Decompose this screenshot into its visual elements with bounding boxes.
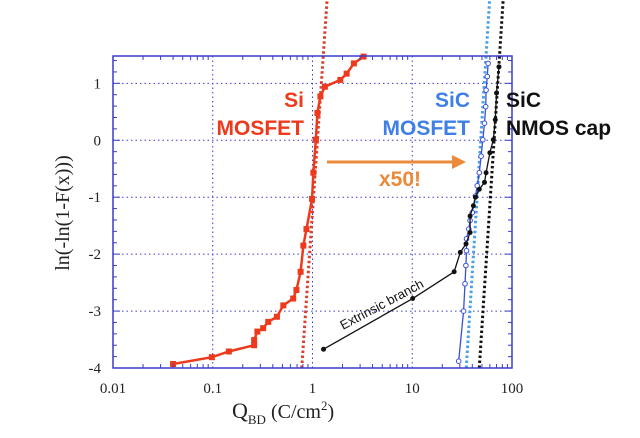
y-tick-label: 1 <box>94 76 102 92</box>
data-point <box>457 249 463 255</box>
data-point <box>337 76 344 83</box>
data-point <box>476 169 483 176</box>
x-tick-label: 0.01 <box>100 381 126 397</box>
data-point <box>467 213 473 219</box>
data-point <box>476 186 482 192</box>
data-point <box>260 325 267 332</box>
series-line <box>172 55 365 366</box>
data-point <box>485 60 491 67</box>
data-point <box>317 93 324 100</box>
data-point <box>251 337 258 344</box>
sic-label-line1: SiC <box>435 89 470 112</box>
nmos-label-line1: SiC <box>506 89 541 112</box>
fit-lines <box>300 0 505 368</box>
plot-frame <box>112 55 513 369</box>
y-tick-label: -1 <box>89 190 102 206</box>
x-tick-label: 10 <box>405 381 420 397</box>
y-axis-label: ln(-ln(1-F(x))) <box>52 155 74 271</box>
data-point <box>410 296 416 302</box>
fit-line <box>464 0 492 368</box>
data-point <box>496 64 502 70</box>
data-point <box>483 170 489 176</box>
x50-label: x50! <box>379 168 421 191</box>
x50-arrow <box>327 155 466 169</box>
data-point <box>481 179 487 185</box>
axis-ticks <box>113 56 512 369</box>
data-point <box>254 328 261 335</box>
si-label-line1: Si <box>284 89 304 112</box>
data-point <box>300 242 307 249</box>
data-point <box>290 295 297 302</box>
data-point <box>478 153 484 160</box>
data-point <box>310 169 317 176</box>
data-point <box>303 226 310 233</box>
data-point <box>490 137 496 143</box>
fit-line <box>300 0 329 368</box>
si-label-line2: MOSFET <box>217 117 305 140</box>
data-point <box>225 348 232 355</box>
data-point <box>463 262 469 269</box>
y-tick-label: -3 <box>89 304 102 320</box>
nmos-label-line2: NMOS cap <box>506 117 611 140</box>
data-point <box>312 136 319 143</box>
fit-line <box>477 0 505 368</box>
data-point <box>487 150 493 156</box>
data-point <box>480 136 486 143</box>
data-point <box>265 318 272 325</box>
data-point <box>280 302 287 309</box>
data-point <box>273 313 280 320</box>
data-point <box>494 90 500 96</box>
x-tick-label: 100 <box>501 381 524 397</box>
data-point <box>460 308 467 314</box>
data-series <box>170 53 502 368</box>
data-point <box>482 103 489 110</box>
x-tick-label: 1 <box>309 381 317 397</box>
data-point <box>293 287 300 293</box>
data-point <box>463 247 470 254</box>
data-point <box>451 269 457 275</box>
x-axis-label: QBD (C/cm2) <box>232 398 334 427</box>
extrinsic-branch-label: Extrinsic branch <box>337 276 426 333</box>
data-point <box>350 60 357 67</box>
data-point <box>492 117 498 123</box>
data-point <box>455 358 462 364</box>
series-sic-nmos-cap <box>321 64 502 352</box>
data-point <box>309 195 316 202</box>
data-point <box>463 241 469 247</box>
data-point <box>462 280 468 287</box>
y-tick-label: 0 <box>94 133 102 149</box>
data-point <box>297 268 304 275</box>
x-tick-label: 0.1 <box>203 381 222 397</box>
data-point <box>481 120 488 126</box>
data-point <box>472 194 478 200</box>
y-tick-label: -4 <box>89 361 102 377</box>
data-point <box>321 83 328 90</box>
data-point <box>208 354 215 361</box>
data-point <box>483 87 489 93</box>
data-point <box>314 109 321 116</box>
data-point <box>484 73 491 80</box>
data-point <box>321 346 327 352</box>
y-tick-label: -2 <box>89 247 102 263</box>
data-point <box>470 203 476 209</box>
data-point <box>467 229 473 235</box>
sic-label-line2: MOSFET <box>383 117 471 140</box>
data-point <box>343 70 350 77</box>
data-point <box>251 342 258 349</box>
